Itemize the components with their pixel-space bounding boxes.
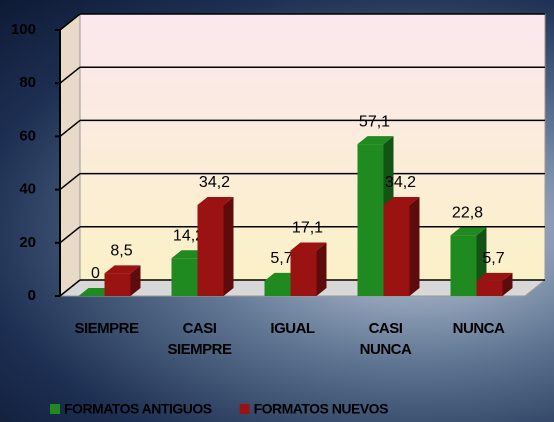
y-tick-label: 60 [19,127,36,144]
value-label: 34,2 [199,174,230,191]
value-label: 5,7 [270,250,292,267]
y-tick-label: 0 [28,287,36,304]
bar-side [317,243,327,296]
value-label: 8,5 [110,243,132,260]
bar-front [198,205,224,296]
bar-front [105,273,131,296]
bar-side [224,197,234,296]
bar [291,243,327,296]
chart: 02040608010008,514,234,25,717,157,134,22… [0,0,554,422]
bar-front [358,144,384,296]
value-label: 5,7 [482,250,504,267]
bar-front [291,251,317,296]
value-label: 22,8 [452,205,483,222]
chart-page: 02040608010008,514,234,25,717,157,134,22… [0,0,554,422]
bar [384,197,420,296]
y-tick-label: 100 [11,21,36,38]
bar-front [265,281,291,296]
x-tick-label: CASI SIEMPRE [165,318,235,360]
legend-label: FORMATOS ANTIGUOS [64,401,212,417]
bar-front [384,205,410,296]
bar [105,265,141,296]
value-label: 34,2 [385,174,416,191]
bar [198,197,234,296]
x-tick-label: SIEMPRE [67,318,147,339]
value-label: 17,1 [292,220,323,237]
value-label: 0 [91,265,100,282]
bar-side [410,197,420,296]
bar-front [172,258,198,296]
y-tick-label: 20 [19,234,36,251]
value-label: 57,1 [359,113,390,130]
legend-swatch [50,404,60,414]
side-wall [60,14,80,296]
bar-front [451,235,477,296]
bar-front [477,281,503,296]
y-tick-label: 40 [19,181,36,198]
x-tick-label: NUNCA [439,318,519,339]
legend-swatch [240,404,250,414]
x-tick-label: CASI NUNCA [351,318,421,360]
x-tick-label: IGUAL [253,318,333,339]
legend-label: FORMATOS NUEVOS [254,401,388,417]
y-tick-label: 80 [19,74,36,91]
